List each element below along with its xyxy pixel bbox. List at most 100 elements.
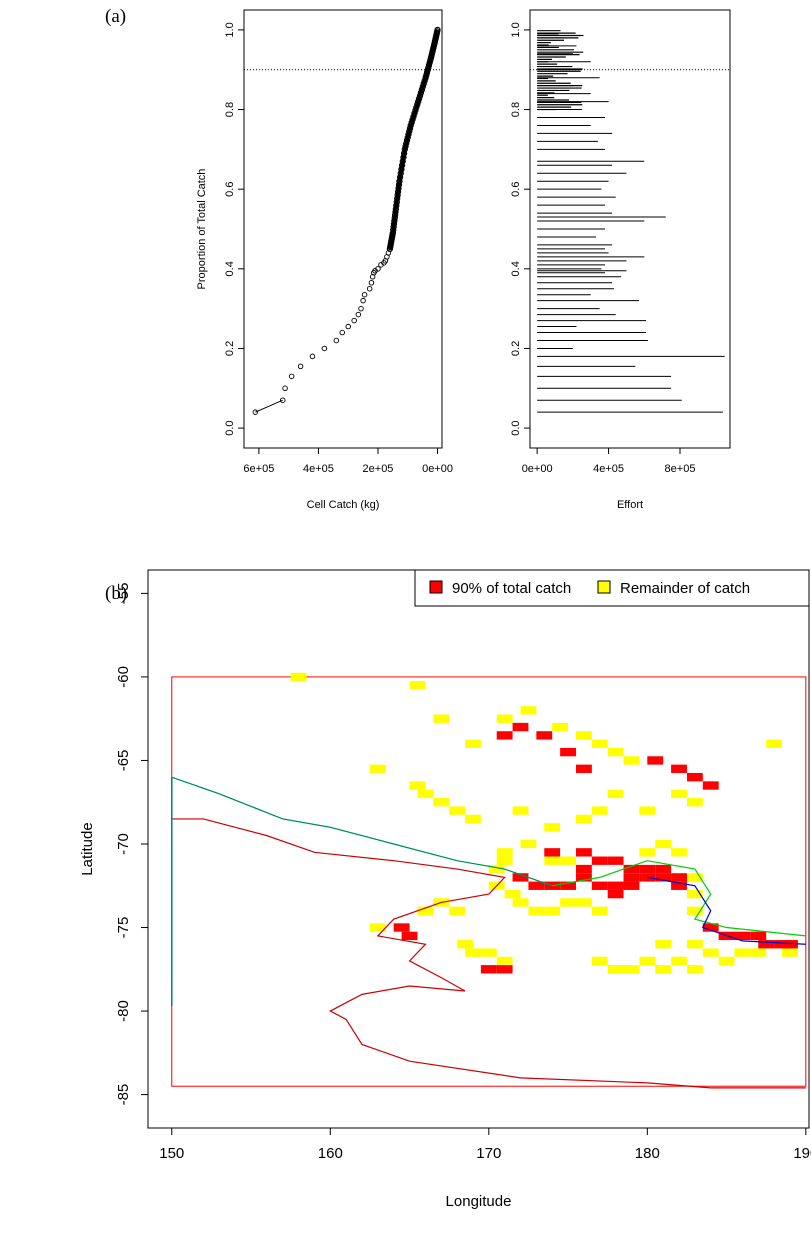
top90-cell [655,873,672,882]
remainder-cell [623,756,640,765]
x-tick-label: 8e+05 [665,463,696,475]
remainder-cell [544,856,561,865]
isobath-blue-line [647,876,806,945]
top90-cell [575,848,592,857]
remainder-cell [520,706,537,715]
y-tick-label: 0.2 [224,341,236,356]
top90-cell [647,756,664,765]
top90-cell [655,864,672,874]
top90-cell [607,856,624,865]
top90-cell [702,781,719,790]
data-point [282,385,288,392]
top90-cell [591,856,608,865]
region-box [171,676,807,1087]
remainder-cell [433,714,450,723]
remainder-cell [457,940,473,949]
connector-line [255,399,283,413]
data-point [252,409,259,415]
remainder-cell [496,856,513,865]
top90-cell [401,931,418,941]
remainder-cell [369,764,386,773]
remainder-cell [480,948,497,957]
remainder-cell [409,781,426,790]
top90-cell [702,923,719,932]
remainder-cell [504,889,521,899]
data-point [345,323,351,330]
top90-cell [480,965,497,974]
plot-frame [243,9,443,449]
data-point [279,397,286,403]
top90-cell [575,864,592,874]
remainder-cell [607,965,624,974]
y-tick-label: 0.4 [510,261,522,276]
top90-cell [671,764,687,773]
top90-cell [512,722,529,732]
y-tick-label: 1.0 [510,22,522,37]
remainder-cell [686,940,703,949]
y-tick-label: -60 [115,666,132,688]
remainder-cell [575,898,592,907]
remainder-cell [449,806,466,815]
remainder-cell [512,806,529,815]
y-tick-label: 0.6 [224,182,236,197]
remainder-cell [671,789,687,799]
remainder-cell [655,940,672,949]
data-point [333,337,340,344]
remainder-cell [639,848,656,857]
legend: 90% of total catch Remainder of catch [414,569,810,607]
legend-box [414,569,810,607]
top90-cell [393,923,410,932]
remainder-cell [671,956,687,966]
remainder-cell [782,948,798,957]
y-tick-label: -85 [115,1084,132,1106]
chart-catch-map: 150 160 170 180 190 -55 -60 -65 -70 -75 -80 -85 Long… [79,569,811,1210]
legend-label-remainder: Remainder of catch [620,580,750,597]
remainder-cell [417,789,434,799]
remainder-cell [639,956,656,966]
data-point [355,311,362,318]
data-curve [387,29,440,250]
legend-swatch-remainder [597,580,611,594]
y-tick-label: -55 [115,583,132,605]
remainder-cell [560,898,576,907]
data-point [375,266,381,272]
remainder-cell [750,948,767,957]
remainder-cell [528,906,545,915]
remainder-cell [544,906,561,915]
data-point [361,291,368,298]
remainder-cell [575,814,592,824]
remainder-cell [575,731,592,740]
remainder-cell [433,798,450,807]
top90-cell [623,881,640,890]
remainder-cell [718,956,735,966]
panel-label-b: (b) [105,583,128,604]
top90-cell [560,881,576,890]
remainder-cell [686,798,703,807]
remainder-cell [496,848,513,857]
legend-swatch-top90 [429,580,443,594]
coastline [171,818,806,1089]
y-tick-label: 0.8 [510,102,522,117]
x-tick-label: 6e+05 [243,463,274,475]
data-point [339,329,346,336]
remainder-cell [734,948,751,957]
data-point [368,280,375,286]
top90-cell [758,940,775,949]
data-point [351,317,357,324]
x-tick-label: 170 [476,1145,501,1162]
top90-cell [607,889,624,899]
top90-cell [575,873,592,882]
top90-cell [536,731,553,740]
y-tick-label: 0.2 [510,341,522,356]
top90-cell [750,931,767,941]
remainder-cell [766,739,783,748]
top90-cell [671,881,687,890]
x-tick-label: 0e+00 [522,463,553,475]
remainder-cell [591,956,608,966]
top90-cell [591,881,608,890]
legend-label-top90: 90% of total catch [452,580,571,597]
remainder-cell [544,823,561,832]
top90-cell [623,873,640,882]
x-axis-label: Longitude [446,1193,512,1210]
remainder-cell [591,806,608,815]
